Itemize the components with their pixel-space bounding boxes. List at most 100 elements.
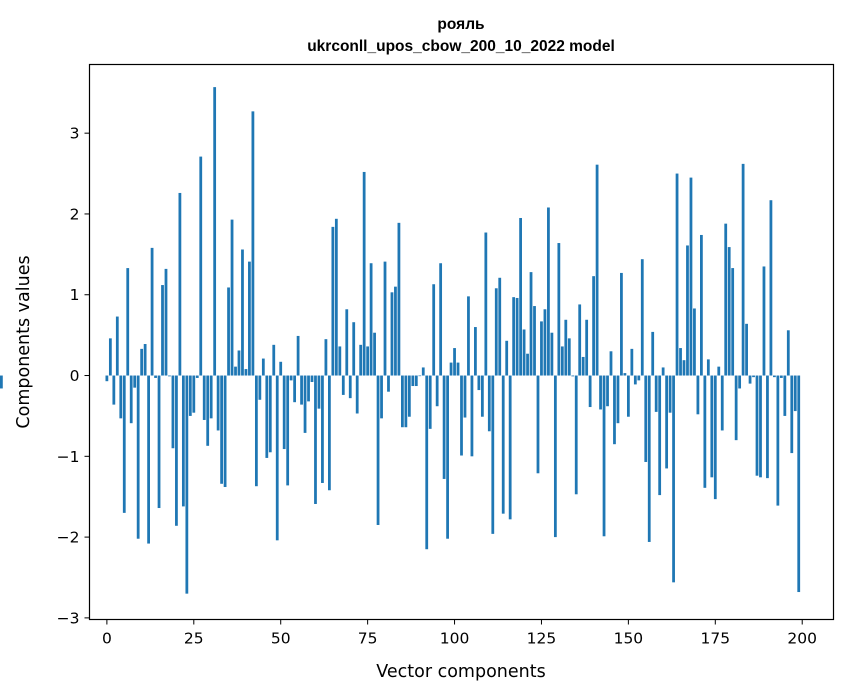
bar (175, 375, 178, 526)
bar (498, 277, 502, 376)
bar (543, 309, 547, 376)
bar (456, 362, 460, 376)
bar (766, 375, 769, 479)
bar (331, 226, 335, 376)
bar (560, 346, 564, 376)
bar (293, 375, 297, 403)
bar (557, 243, 561, 376)
bar (258, 375, 262, 400)
bar (345, 309, 349, 376)
bar (303, 375, 307, 433)
bar (797, 375, 801, 593)
bar (442, 375, 446, 479)
bar (613, 375, 616, 445)
bar (550, 332, 554, 376)
chart-title: рояль (437, 16, 484, 33)
y-tick-label: 0 (70, 367, 80, 385)
bar (710, 375, 714, 478)
x-tick-label: 0 (102, 630, 112, 648)
bar (185, 375, 189, 594)
bar (241, 249, 244, 376)
bar (783, 375, 787, 416)
bar (536, 375, 540, 474)
bar (491, 375, 495, 534)
bar (533, 306, 536, 376)
bar (623, 373, 627, 376)
bar (115, 316, 119, 376)
bar (230, 219, 234, 376)
bar (700, 234, 703, 376)
bar (147, 375, 150, 544)
bar (526, 353, 529, 376)
bar (693, 308, 696, 376)
bar (620, 272, 623, 376)
bar (773, 375, 776, 378)
bar (519, 217, 522, 376)
bar (282, 375, 286, 450)
bar (383, 261, 387, 376)
bar (314, 375, 317, 504)
bar (181, 375, 185, 507)
bar (324, 339, 328, 376)
bar (762, 266, 766, 376)
bar (168, 375, 171, 377)
bar (289, 375, 293, 381)
x-tick-label: 75 (358, 630, 378, 648)
bar (213, 87, 217, 376)
y-tick-label: −3 (57, 609, 80, 627)
bar (515, 297, 519, 376)
bar (633, 375, 637, 385)
bar (251, 111, 255, 376)
y-tick-label: 2 (70, 205, 80, 223)
x-tick-label: 150 (614, 630, 644, 648)
bar (446, 375, 449, 539)
bar (223, 375, 227, 488)
bar (484, 232, 488, 376)
bar (512, 297, 516, 376)
x-tick-label: 25 (184, 630, 204, 648)
bar (108, 338, 112, 376)
bar (720, 375, 724, 431)
bar (505, 340, 509, 376)
bar (209, 375, 213, 419)
bar (248, 261, 251, 376)
x-axis-ticks: 0 25 50 75 100 125 150 175 200 (102, 619, 817, 648)
bar (119, 375, 123, 419)
bar (348, 375, 352, 399)
bar (404, 375, 408, 428)
bar (275, 375, 279, 541)
bar (352, 322, 356, 376)
bar (216, 375, 220, 431)
bar (418, 375, 422, 377)
bar (296, 335, 300, 376)
bar (129, 375, 133, 424)
bar (769, 200, 773, 376)
bar (341, 375, 345, 395)
bar (397, 222, 401, 376)
bar (338, 346, 342, 376)
bar (501, 375, 505, 514)
bar (553, 375, 557, 538)
bar (689, 177, 693, 376)
bar (626, 375, 630, 417)
bar (529, 272, 533, 376)
bar (195, 375, 199, 378)
bar (188, 375, 192, 416)
bar (449, 362, 453, 376)
bar (738, 375, 742, 389)
bar (279, 361, 283, 376)
bar (734, 375, 738, 441)
x-tick-label: 175 (700, 630, 730, 648)
bar (703, 375, 707, 488)
bar (779, 375, 783, 378)
bar (206, 375, 210, 446)
bar (453, 348, 456, 376)
bar (595, 164, 599, 376)
bar (126, 268, 130, 376)
bar (637, 375, 641, 381)
bar (672, 375, 675, 583)
bar (470, 375, 474, 457)
bar (317, 375, 321, 409)
bar (227, 287, 230, 376)
bar (407, 375, 411, 417)
